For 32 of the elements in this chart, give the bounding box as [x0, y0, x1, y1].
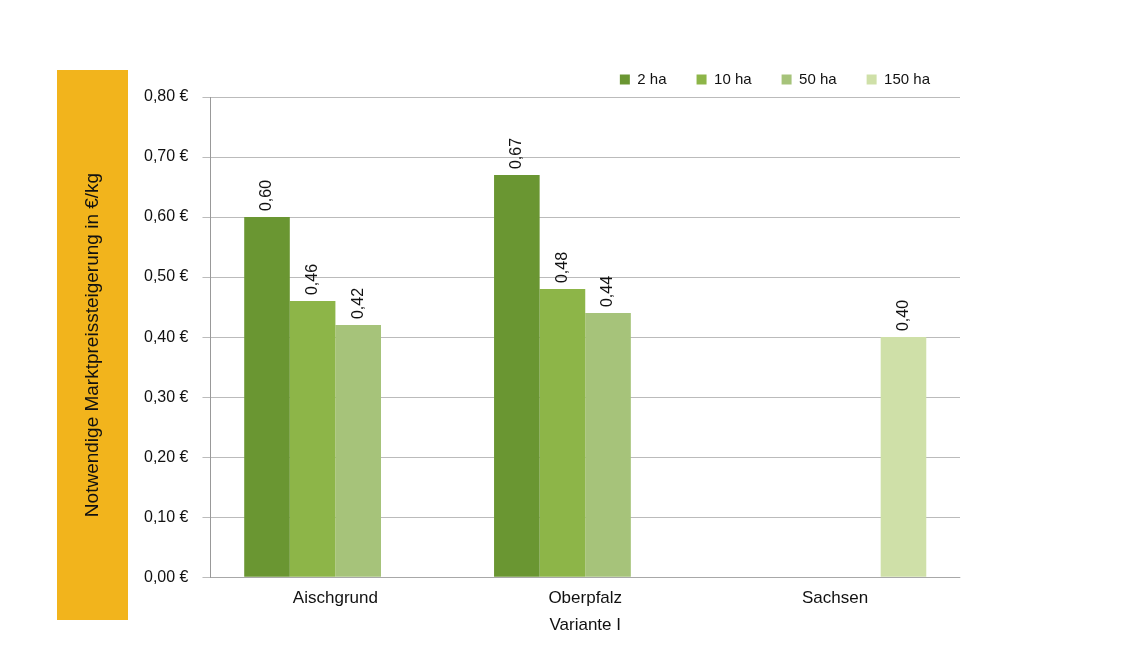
data-label: 0,44	[598, 275, 616, 308]
bar	[244, 217, 290, 577]
y-tick-label: 0,30 €	[144, 387, 189, 405]
y-tick-label: 0,40 €	[144, 327, 189, 345]
legend-label: 10 ha	[714, 69, 753, 87]
x-tick-label: Aischgrund	[292, 588, 378, 608]
bar	[539, 289, 586, 577]
data-label: 0,48	[552, 251, 570, 284]
bar	[335, 325, 381, 577]
legend-label: 50 ha	[799, 69, 838, 87]
x-axis-title: Variante I	[549, 615, 621, 635]
x-tick-label: Sachsen	[801, 588, 869, 608]
x-tick-label: Oberpfalz	[548, 588, 623, 608]
y-tick-label: 0,00 €	[144, 567, 189, 585]
y-tick-label: 0,10 €	[144, 507, 189, 525]
bar	[585, 313, 631, 577]
data-label: 0,40	[893, 299, 911, 332]
data-label: 0,46	[303, 263, 321, 296]
y-axis-title: Notwendige Marktpreissteigerung in €/kg	[81, 172, 104, 518]
y-tick-label: 0,20 €	[144, 447, 189, 465]
data-label: 0,60	[257, 179, 275, 212]
legend-label: 2 ha	[637, 69, 668, 87]
y-tick-label: 0,80 €	[144, 87, 189, 105]
bar	[289, 301, 336, 577]
data-label: 0,67	[507, 137, 525, 170]
y-tick-label: 0,60 €	[144, 207, 189, 225]
y-tick-label: 0,50 €	[144, 267, 189, 285]
data-label: 0,42	[348, 287, 366, 320]
y-tick-label: 0,70 €	[144, 147, 189, 165]
legend-label: 150 ha	[884, 69, 931, 87]
bar	[880, 337, 927, 577]
bar	[494, 175, 540, 577]
